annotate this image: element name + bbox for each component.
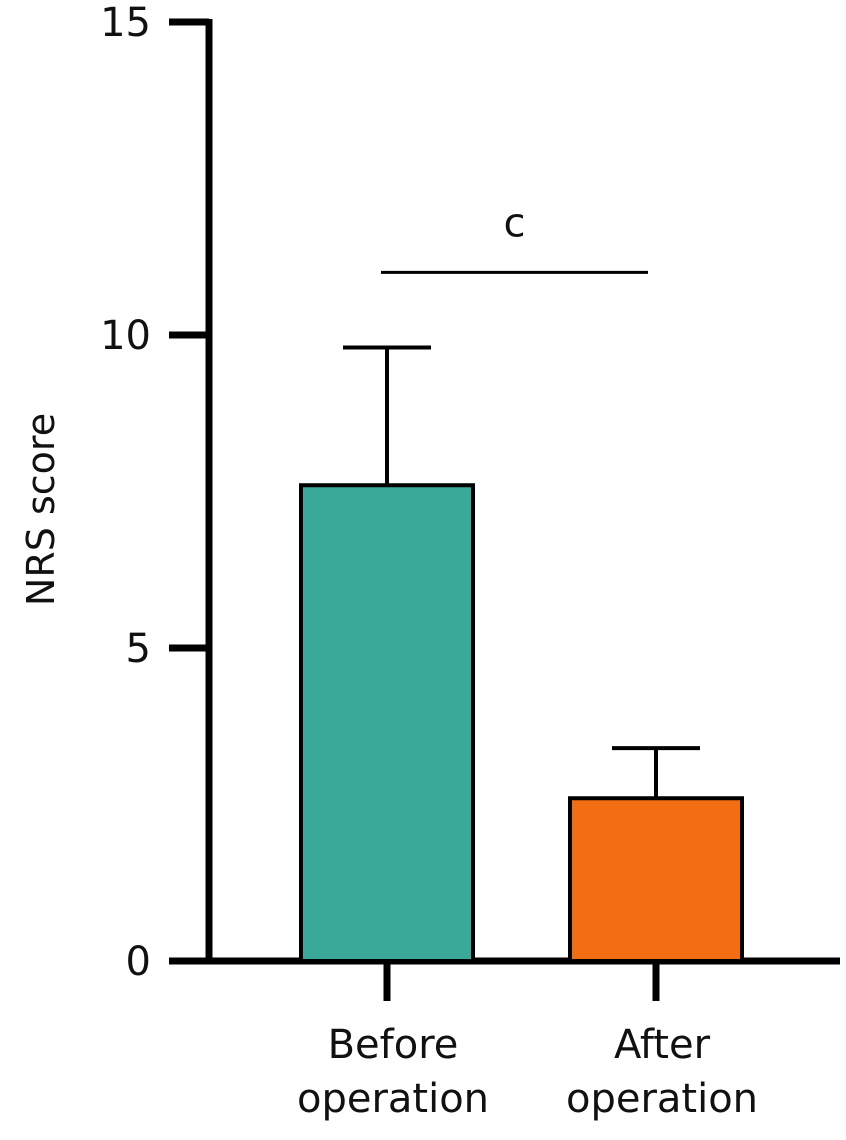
y-tick-label: 15: [100, 0, 151, 46]
bars: [299, 345, 744, 963]
x-tick-label: Before operation: [297, 1022, 489, 1122]
significance-label: c: [504, 200, 526, 246]
bar: [299, 483, 475, 963]
bar: [568, 796, 744, 963]
x-tick-label: After operation: [566, 1022, 758, 1122]
labels: 0 5 10 15 NRS score Before operation After opera…: [19, 0, 758, 1122]
y-axis-label: NRS score: [19, 413, 63, 606]
y-tick-label: 5: [126, 626, 151, 672]
y-tick-label: 0: [126, 939, 151, 985]
y-tick-label: 10: [100, 313, 151, 359]
